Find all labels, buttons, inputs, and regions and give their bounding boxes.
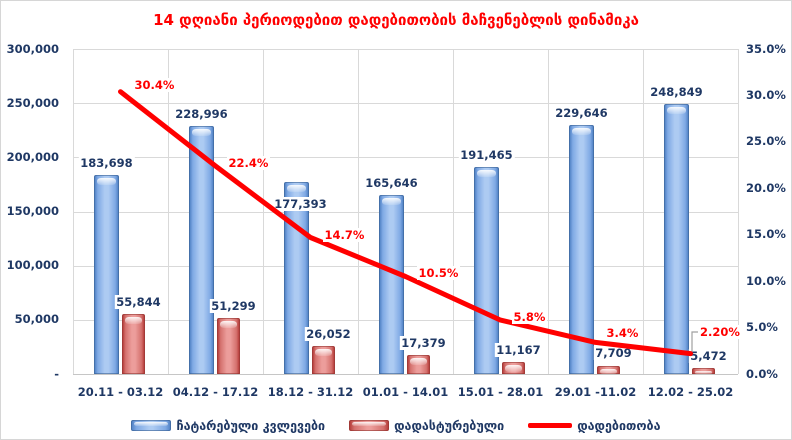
bar-gloss-highlight	[571, 128, 591, 136]
bar-gloss-highlight	[409, 358, 427, 366]
bar-gloss-highlight	[314, 348, 332, 356]
v-gridline	[358, 49, 359, 374]
right-axis-tick-label: 30.0%	[746, 87, 786, 102]
right-axis-tick-label: 20.0%	[746, 180, 786, 195]
legend-item-label: დადასტურებული	[394, 417, 505, 433]
legend-item: დადებითობა	[528, 417, 661, 433]
bar-gloss-highlight	[381, 197, 401, 205]
category-label: 29.01 -11.02	[554, 385, 637, 399]
positivity-point-label: 5.8%	[511, 310, 548, 325]
bar-gloss-highlight	[666, 107, 686, 115]
bar-gloss-highlight	[352, 421, 387, 426]
tests-bar-label: 229,646	[553, 106, 610, 121]
v-gridline	[263, 49, 264, 374]
right-axis-tick-label: 0.0%	[746, 366, 778, 381]
tests-bar	[663, 104, 689, 374]
v-gridline	[643, 49, 644, 374]
category-label: 12.02 - 25.02	[647, 385, 734, 399]
h-gridline	[73, 319, 738, 321]
h-gridline	[73, 103, 738, 105]
v-gridline	[548, 49, 549, 374]
right-axis-tick-label: 35.0%	[746, 41, 786, 56]
v-gridline	[168, 49, 169, 374]
tests-bar-label: 183,698	[78, 156, 135, 170]
bar-gloss-highlight	[96, 178, 116, 185]
bar-gloss-highlight	[191, 128, 211, 136]
left-axis-tick-label: -	[54, 366, 59, 381]
category-label: 04.12 - 17.12	[172, 385, 259, 399]
legend-swatch-positivity-line	[528, 422, 573, 428]
legend: ჩატარებული კვლევები დადასტურებული დადებითო…	[1, 412, 791, 438]
confirmed-bar-label: 55,844	[114, 294, 163, 309]
bar-gloss-highlight	[476, 169, 496, 177]
right-axis-tick-label: 5.0%	[746, 320, 778, 335]
confirmed-bar-label: 26,052	[304, 326, 353, 341]
positivity-point-label: 14.7%	[322, 227, 367, 242]
positivity-point-label: 22.4%	[226, 156, 271, 170]
tests-bar-label: 177,393	[272, 197, 329, 211]
confirmed-bar	[216, 318, 240, 374]
tests-bar-label: 248,849	[648, 85, 705, 100]
h-gridline	[73, 265, 738, 267]
legend-swatch-confirmed-bar	[349, 419, 390, 431]
confirmed-bar	[406, 355, 430, 374]
left-axis-tick-label: 300,000	[6, 41, 59, 56]
confirmed-bar	[121, 313, 145, 374]
bar-gloss-highlight	[124, 316, 142, 324]
confirmed-bar-label: 7,709	[593, 345, 634, 360]
left-axis-tick-label: 200,000	[6, 149, 59, 164]
tests-bar	[93, 175, 119, 374]
v-gridline	[738, 49, 739, 374]
chart-title: 14 დღიანი პერიოდებით დადებითობის მაჩვენე…	[153, 11, 639, 29]
bar-gloss-highlight	[219, 321, 237, 329]
confirmed-bar-label: 17,379	[399, 336, 448, 351]
right-axis-tick-label: 10.0%	[746, 273, 786, 288]
positivity-point-label: 30.4%	[132, 77, 177, 92]
left-axis-tick-label: 100,000	[6, 258, 59, 273]
category-label: 18.12 - 31.12	[267, 385, 354, 399]
right-axis-tick-label: 15.0%	[746, 227, 786, 242]
confirmed-bar	[691, 368, 715, 375]
left-axis-tick-label: 150,000	[6, 204, 59, 218]
positivity-point-label: 2.20%	[698, 325, 742, 339]
legend-item: ჩატარებული კვლევები	[131, 418, 325, 433]
positivity-point-label: 10.5%	[416, 265, 461, 280]
h-gridline	[73, 211, 738, 213]
v-gridline	[453, 49, 454, 374]
legend-item: დადასტურებული	[349, 418, 504, 433]
legend-item-label: ჩატარებული კვლევები	[176, 417, 326, 433]
confirmed-bar	[596, 365, 620, 374]
confirmed-bar-label: 11,167	[494, 342, 543, 357]
left-axis-tick-label: 250,000	[6, 95, 59, 110]
category-label: 20.11 - 03.12	[77, 385, 164, 399]
category-label: 01.01 - 14.01	[362, 385, 449, 399]
right-axis-tick-label: 25.0%	[746, 134, 786, 149]
tests-bar-label: 165,646	[363, 175, 420, 190]
confirmed-bar-label: 5,472	[688, 349, 729, 364]
tests-bar	[568, 125, 594, 374]
left-axis-tick-label: 50,000	[14, 312, 59, 327]
bar-gloss-highlight	[504, 364, 522, 372]
bar-gloss-highlight	[694, 371, 712, 375]
confirmed-bar-label: 51,299	[209, 299, 258, 314]
h-gridline	[73, 49, 738, 50]
tests-bar	[188, 125, 214, 374]
positivity-point-label: 3.4%	[604, 326, 641, 341]
legend-item-label: დადებითობა	[577, 417, 661, 433]
confirmed-bar	[311, 345, 335, 374]
tests-bar-label: 228,996	[173, 106, 230, 121]
bar-gloss-highlight	[134, 421, 169, 426]
x-axis-line	[73, 374, 738, 375]
category-label: 15.01 - 28.01	[457, 385, 544, 399]
legend-swatch-tests-bar	[131, 419, 172, 431]
v-gridline	[73, 49, 74, 374]
confirmed-bar	[501, 361, 525, 374]
bar-gloss-highlight	[286, 184, 306, 192]
h-gridline	[73, 157, 738, 159]
tests-bar-label: 191,465	[458, 147, 515, 162]
bar-gloss-highlight	[599, 368, 617, 374]
